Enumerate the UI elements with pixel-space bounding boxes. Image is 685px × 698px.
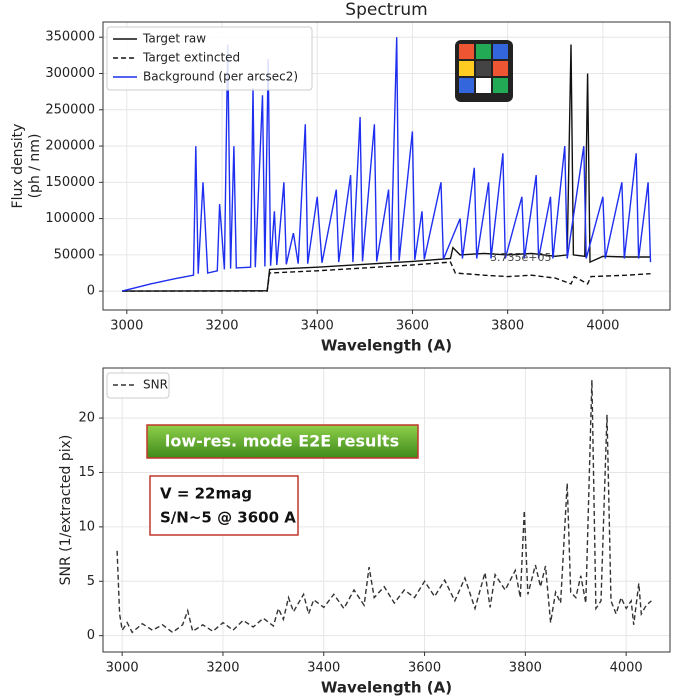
- series-line: [116, 379, 652, 634]
- x-tick-label: 3400: [307, 661, 340, 676]
- x-tick-label: 3400: [301, 319, 334, 334]
- annotation: 3.735e+05: [490, 251, 551, 264]
- y-tick-label: 15: [78, 465, 95, 480]
- x-tick-label: 3200: [205, 319, 238, 334]
- y-axis-label: SNR (1/extracted pix): [58, 435, 74, 586]
- legend-label: Target extincted: [142, 51, 240, 65]
- x-tick-label: 3200: [206, 661, 239, 676]
- y-axis-label: (ph / nm): [27, 134, 43, 199]
- plot-frame: [102, 21, 671, 311]
- y-tick-label: 0: [87, 628, 95, 643]
- chart-title: Spectrum: [345, 0, 427, 20]
- annotation-box: [149, 475, 299, 536]
- y-tick-label: 10: [78, 519, 95, 534]
- legend-box: [106, 372, 170, 399]
- legend-label: SNR: [143, 378, 168, 392]
- series-line: [122, 261, 651, 292]
- x-tick-label: 3800: [491, 319, 524, 334]
- x-tick-label: 3000: [106, 661, 139, 676]
- annotation: S/N~5 @ 3600 A: [160, 509, 296, 527]
- cube-logo: [455, 40, 513, 102]
- y-tick-label: 0: [87, 284, 95, 299]
- x-tick-label: 3600: [396, 319, 429, 334]
- x-axis-label: Wavelength (A): [321, 679, 452, 697]
- y-tick-label: 150000: [45, 175, 95, 190]
- x-tick-label: 4000: [586, 319, 619, 334]
- y-tick-label: 5: [87, 574, 95, 589]
- y-tick-label: 50000: [54, 247, 95, 262]
- legend-label: Background (per arcsec2): [143, 70, 298, 84]
- y-tick-label: 250000: [45, 102, 95, 117]
- annotation-box: [146, 424, 419, 459]
- plot-frame: [102, 367, 671, 653]
- y-tick-label: 300000: [45, 66, 95, 81]
- x-tick-label: 3000: [110, 319, 143, 334]
- y-axis-label: Flux density: [10, 124, 26, 209]
- y-tick-label: 200000: [45, 139, 95, 154]
- x-tick-label: 3600: [408, 661, 441, 676]
- x-axis-label: Wavelength (A): [321, 337, 452, 355]
- y-tick-label: 20: [78, 411, 95, 426]
- series-line: [121, 44, 651, 292]
- annotation: low-res. mode E2E results: [165, 432, 399, 451]
- legend-box: [106, 26, 313, 91]
- x-tick-label: 4000: [610, 661, 643, 676]
- y-tick-label: 350000: [45, 30, 95, 45]
- y-tick-label: 100000: [45, 211, 95, 226]
- series-line: [121, 37, 652, 292]
- annotation: V = 22mag: [160, 485, 252, 503]
- legend-label: Target raw: [142, 32, 206, 46]
- x-tick-label: 3800: [509, 661, 542, 676]
